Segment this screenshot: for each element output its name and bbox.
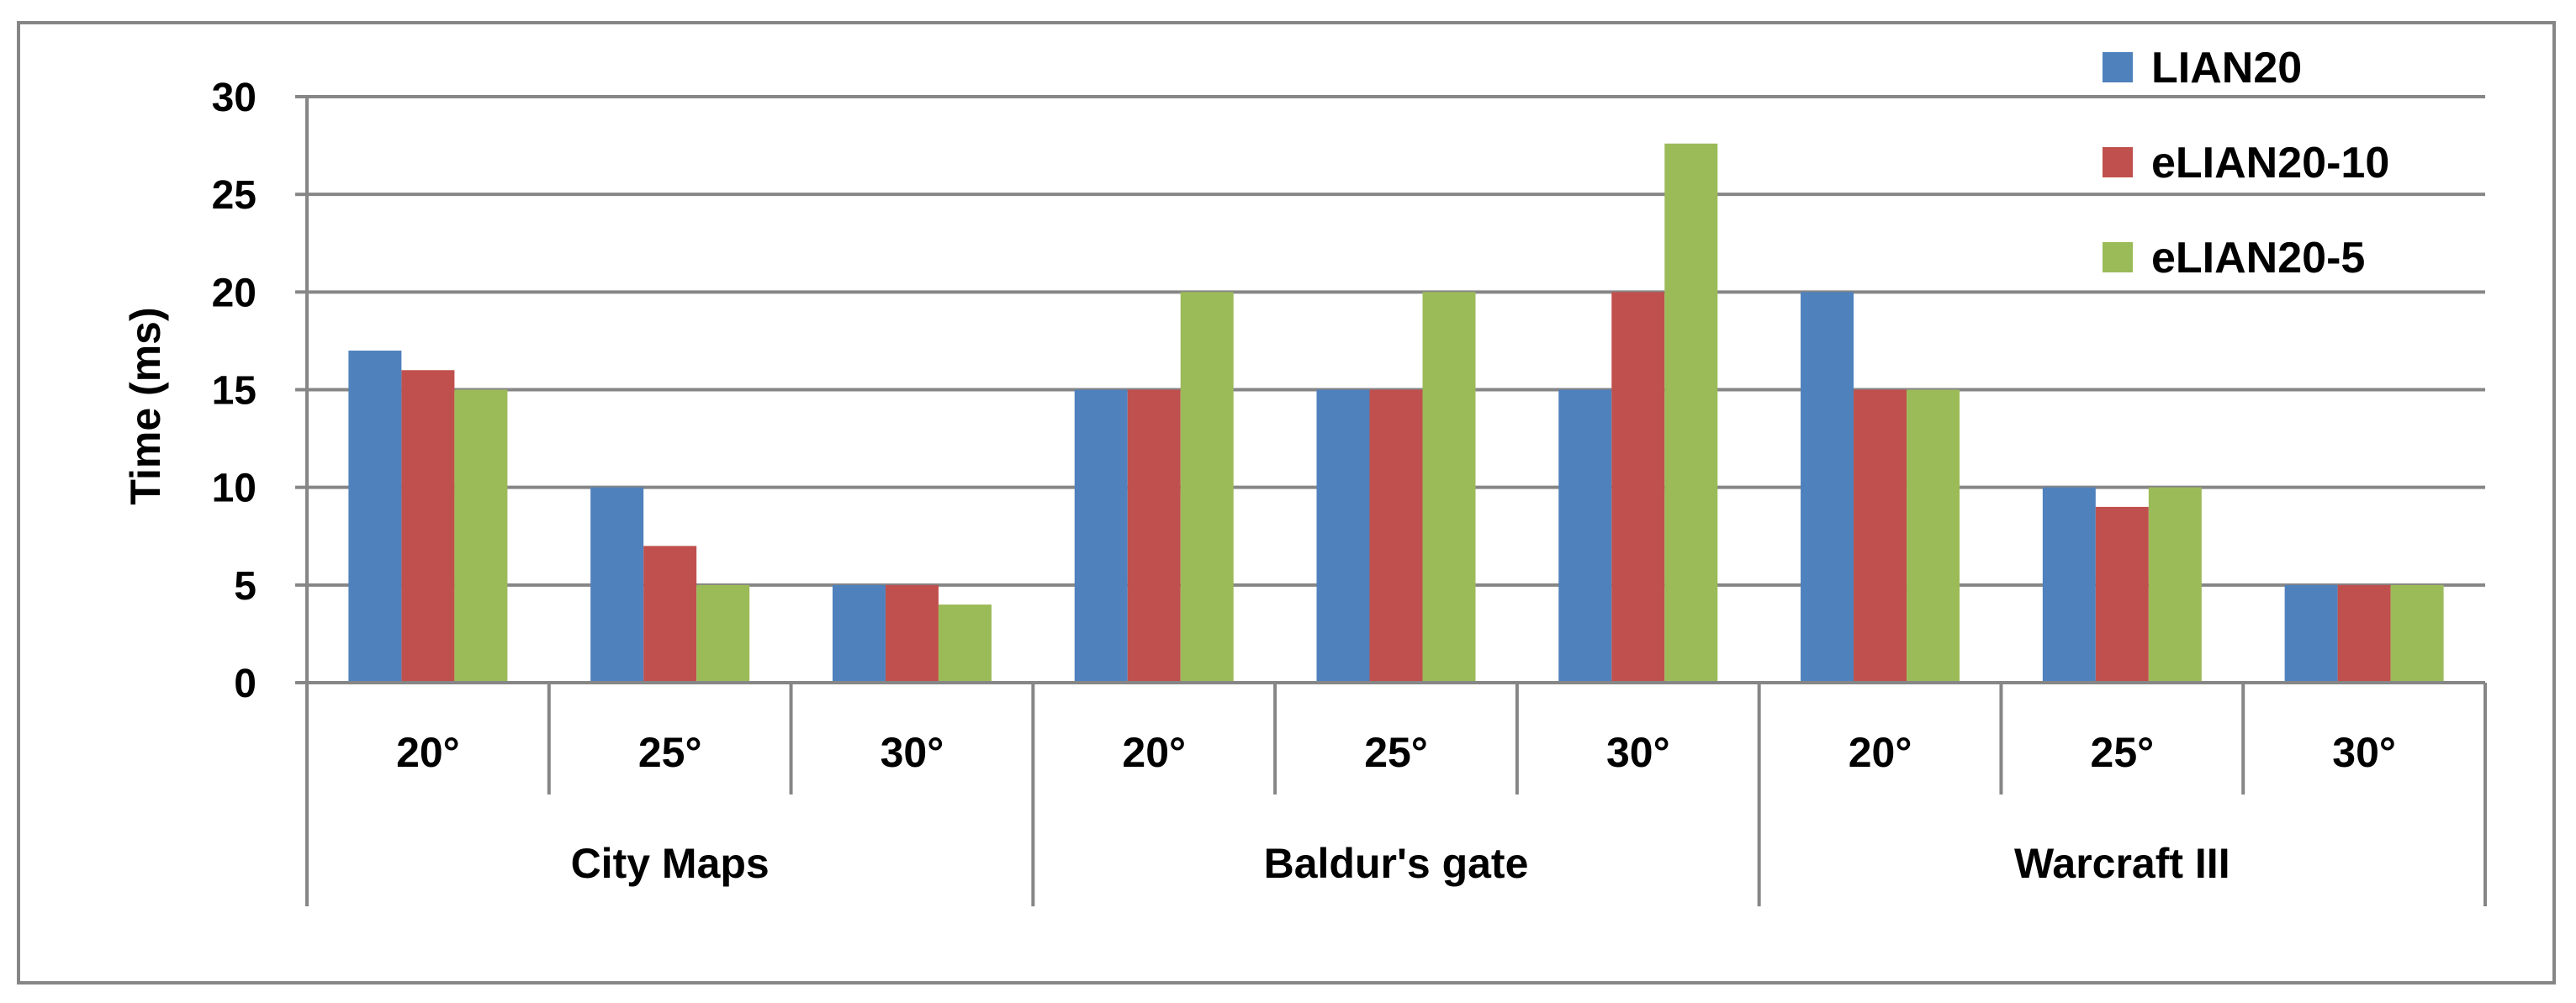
y-tick-label: 0 — [234, 662, 257, 706]
legend-label: eLIAN20-5 — [2151, 234, 2365, 282]
bar-elian20-5 — [1664, 143, 1718, 683]
bar-elian20-10 — [1854, 389, 1907, 683]
y-tick-label: 10 — [212, 467, 257, 511]
bar-elian20-5 — [1180, 292, 1234, 683]
legend-label: LIAN20 — [2151, 44, 2302, 92]
y-tick-label: 15 — [212, 369, 257, 414]
y-tick-label: 25 — [212, 173, 257, 218]
x-category-label: 25° — [2091, 729, 2155, 776]
legend-swatch-elian20-10 — [2103, 147, 2133, 177]
y-tick-label: 5 — [234, 564, 257, 609]
bar-elian20-5 — [696, 584, 750, 683]
bar-elian20-10 — [885, 584, 939, 683]
bar-lian20 — [1316, 389, 1370, 683]
y-tick-label: 20 — [212, 271, 257, 315]
bar-lian20 — [832, 584, 886, 683]
axes — [295, 95, 2487, 906]
bar-elian20-10 — [1369, 389, 1423, 683]
x-category-label: 30° — [1606, 729, 1670, 776]
bar-elian20-5 — [2390, 584, 2444, 683]
x-group-label: City Maps — [571, 840, 770, 887]
x-category-label: 25° — [638, 729, 702, 776]
x-category-label: 20° — [1122, 729, 1186, 776]
bar-elian20-10 — [2095, 506, 2149, 683]
bar-elian20-5 — [1422, 292, 1476, 683]
bar-elian20-10 — [401, 370, 455, 683]
bar-elian20-5 — [2148, 487, 2202, 683]
y-axis-title: Time (ms) — [122, 307, 169, 504]
bar-elian20-5 — [454, 389, 508, 683]
bar-elian20-5 — [938, 604, 992, 683]
bar-lian20 — [1074, 389, 1128, 683]
bar-lian20 — [2284, 584, 2338, 683]
bar-elian20-10 — [1127, 389, 1181, 683]
bar-lian20 — [348, 351, 402, 683]
x-category-label: 30° — [881, 729, 944, 776]
x-category-label: 20° — [396, 729, 460, 776]
bar-lian20 — [1801, 292, 1854, 683]
x-category-labels: 20° 25° 30° 20° 25° 30° 20° 25° 30° City Maps Bald… — [396, 729, 2396, 887]
bars — [348, 143, 2444, 683]
legend-label: eLIAN20-10 — [2151, 139, 2389, 187]
x-group-label: Warcraft III — [2014, 840, 2230, 887]
legend-swatch-lian20 — [2103, 52, 2133, 82]
legend: LIAN20 eLIAN20-10 eLIAN20-5 — [2103, 44, 2389, 282]
bar-lian20 — [2042, 487, 2096, 683]
x-category-label: 20° — [1849, 729, 1912, 776]
y-tick-label: 30 — [212, 76, 257, 120]
x-group-label: Baldur's gate — [1264, 840, 1529, 887]
x-category-label: 30° — [2332, 729, 2396, 776]
bar-elian20-10 — [1611, 292, 1665, 683]
y-tick-labels: 0 5 10 15 20 25 30 — [212, 76, 257, 706]
bar-elian20-10 — [643, 546, 697, 683]
legend-swatch-elian20-5 — [2103, 242, 2133, 272]
x-category-label: 25° — [1364, 729, 1428, 776]
bar-elian20-5 — [1907, 389, 1960, 683]
bar-lian20 — [1558, 389, 1612, 683]
bar-lian20 — [590, 487, 644, 683]
bar-elian20-10 — [2337, 584, 2391, 683]
